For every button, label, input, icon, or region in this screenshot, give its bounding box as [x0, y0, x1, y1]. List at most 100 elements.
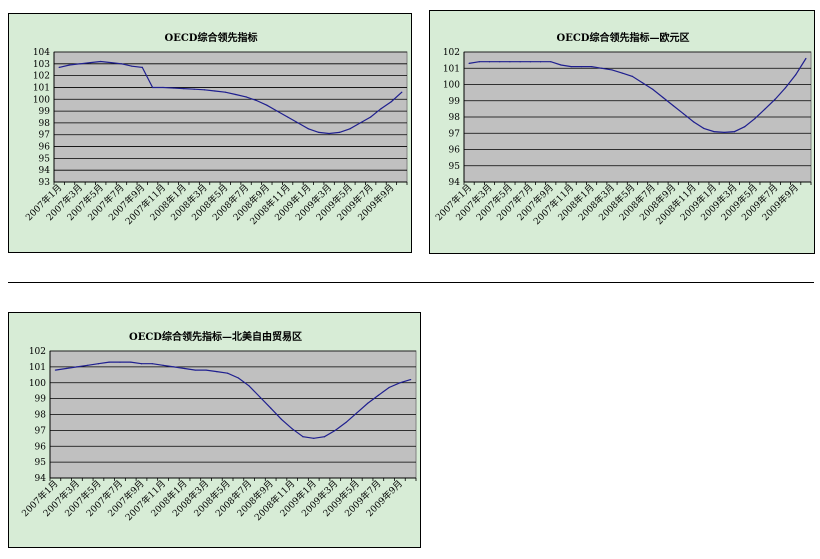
y-tick-label: 95	[35, 458, 47, 468]
y-tick-label: 97	[449, 129, 461, 139]
data-point	[401, 91, 403, 93]
data-point	[141, 66, 143, 68]
chart-oecd-nafta: OECD综合领先指标—北美自由贸易区9495969798991001011022…	[19, 330, 417, 523]
data-point	[754, 118, 756, 120]
data-point	[744, 126, 746, 128]
data-point	[662, 96, 664, 99]
data-point	[580, 66, 582, 68]
data-point	[366, 402, 369, 404]
data-point	[703, 127, 705, 129]
data-point	[255, 99, 258, 102]
data-point	[601, 67, 603, 69]
y-tick-label: 102	[29, 347, 46, 357]
data-point	[410, 378, 412, 381]
data-point	[334, 429, 336, 431]
data-point	[539, 61, 542, 63]
section-divider	[8, 282, 814, 283]
data-point	[672, 105, 674, 107]
data-point	[318, 131, 320, 133]
y-tick-label: 102	[443, 48, 460, 58]
data-point	[529, 61, 531, 63]
data-point	[307, 128, 309, 130]
data-point	[478, 61, 480, 63]
y-tick-label: 94	[39, 166, 51, 176]
chart-oecd-composite: OECD综合领先指标939495969798991001011021031042…	[23, 31, 408, 227]
data-point	[227, 372, 229, 374]
y-tick-label: 98	[39, 119, 51, 129]
data-point	[795, 74, 797, 76]
data-point	[764, 108, 766, 110]
data-point	[805, 57, 807, 60]
data-point	[89, 62, 91, 64]
data-point	[297, 122, 299, 124]
y-tick-label: 100	[443, 81, 460, 91]
data-point	[560, 64, 562, 66]
y-tick-label: 101	[29, 363, 46, 373]
data-point	[611, 69, 613, 71]
chart-panel-oecd-eurozone: OECD综合领先指标—欧元区 94 95 96 97 98 99 100 101 102 2007年…	[429, 10, 815, 254]
chart-title: OECD综合领先指标—北美自由贸易区	[129, 330, 302, 343]
chart-panel-oecd-nafta: OECD综合领先指标—北美自由贸易区 94 95 96 97 98 99 100 101 102 2…	[8, 312, 421, 548]
data-point	[151, 363, 153, 365]
data-point	[784, 87, 787, 89]
data-point	[723, 131, 725, 134]
y-tick-label: 96	[449, 146, 461, 156]
data-point	[140, 363, 143, 365]
y-tick-label: 99	[39, 107, 51, 117]
data-point	[313, 437, 315, 439]
data-point	[291, 428, 293, 430]
data-point	[356, 412, 358, 414]
y-tick-label: 96	[35, 442, 47, 452]
y-tick-label: 96	[39, 143, 51, 153]
data-point	[152, 86, 154, 89]
data-point	[276, 110, 278, 112]
data-point	[183, 367, 186, 370]
data-point	[631, 75, 633, 77]
y-tick-label: 99	[449, 97, 461, 107]
series-line	[55, 361, 411, 439]
data-point	[550, 61, 552, 63]
chart-panel-oecd-composite: OECD综合领先指标 93 94 95 96 97 98 99 100 101 102 103 104 2…	[8, 13, 412, 253]
data-point	[173, 366, 175, 368]
data-point	[237, 377, 239, 379]
data-point	[590, 66, 593, 68]
data-point	[266, 104, 268, 106]
y-tick-label: 95	[449, 162, 461, 172]
chart-title: OECD综合领先指标	[165, 31, 258, 44]
series-line	[59, 60, 403, 135]
chart-oecd-eurozone: OECD综合领先指标—欧元区9495969798991001011022007年…	[433, 31, 812, 227]
data-point	[328, 132, 330, 135]
data-point	[377, 394, 379, 397]
data-point	[245, 96, 247, 98]
data-point	[399, 382, 401, 384]
y-tick-label: 97	[39, 131, 51, 141]
y-tick-label: 104	[33, 48, 50, 58]
data-point	[323, 436, 326, 438]
data-point	[193, 88, 195, 90]
data-point	[682, 113, 685, 115]
series-line	[469, 58, 807, 134]
data-point	[68, 64, 71, 66]
data-point	[380, 108, 382, 110]
data-point	[733, 131, 736, 133]
data-point	[58, 66, 60, 68]
data-point	[570, 66, 572, 68]
y-tick-label: 101	[33, 83, 50, 93]
data-point	[652, 88, 654, 90]
data-point	[131, 65, 133, 67]
data-point	[488, 61, 491, 63]
data-point	[468, 62, 470, 64]
data-point	[390, 101, 393, 103]
y-tick-label: 101	[443, 64, 460, 74]
y-tick-label: 103	[33, 60, 50, 70]
data-point	[359, 122, 361, 124]
data-point	[280, 418, 283, 420]
data-point	[370, 116, 372, 118]
data-point	[621, 72, 623, 74]
data-point	[76, 366, 78, 368]
data-point	[345, 421, 347, 424]
data-point	[259, 396, 261, 398]
data-point	[162, 364, 164, 366]
data-point	[287, 116, 289, 118]
y-tick-label: 100	[33, 95, 50, 105]
